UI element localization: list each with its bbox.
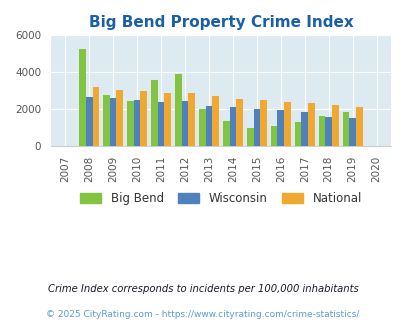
Bar (277, 110, 283, 146)
Bar (164, 93, 171, 146)
Bar (188, 93, 194, 146)
Bar (222, 120, 229, 146)
Bar (284, 102, 290, 146)
Bar (198, 109, 205, 146)
Text: © 2025 CityRating.com - https://www.cityrating.com/crime-statistics/: © 2025 CityRating.com - https://www.city… (46, 310, 359, 319)
Bar (236, 99, 242, 146)
Bar (318, 116, 324, 146)
Bar (331, 105, 338, 146)
Bar (355, 107, 362, 146)
Bar (103, 95, 109, 146)
Bar (140, 91, 147, 146)
Text: Crime Index corresponds to incidents per 100,000 inhabitants: Crime Index corresponds to incidents per… (47, 284, 358, 294)
Bar (294, 122, 301, 146)
Bar (307, 103, 314, 146)
Bar (85, 97, 92, 146)
Bar (175, 74, 181, 146)
Title: Big Bend Property Crime Index: Big Bend Property Crime Index (88, 15, 352, 30)
Bar (205, 106, 212, 146)
Bar (270, 126, 277, 146)
Bar (260, 100, 266, 146)
Bar (348, 118, 355, 146)
Bar (109, 98, 116, 146)
Bar (246, 128, 253, 146)
Bar (157, 102, 164, 146)
Bar (229, 107, 236, 146)
Bar (181, 101, 188, 146)
Bar (324, 117, 331, 146)
Bar (133, 100, 140, 146)
Bar (212, 96, 218, 146)
Bar (116, 90, 123, 146)
Bar (79, 49, 85, 146)
Legend: Big Bend, Wisconsin, National: Big Bend, Wisconsin, National (75, 187, 366, 210)
Bar (92, 87, 99, 146)
Bar (342, 113, 348, 146)
Bar (151, 81, 157, 146)
Bar (253, 109, 260, 146)
Bar (301, 112, 307, 146)
Bar (127, 101, 133, 146)
